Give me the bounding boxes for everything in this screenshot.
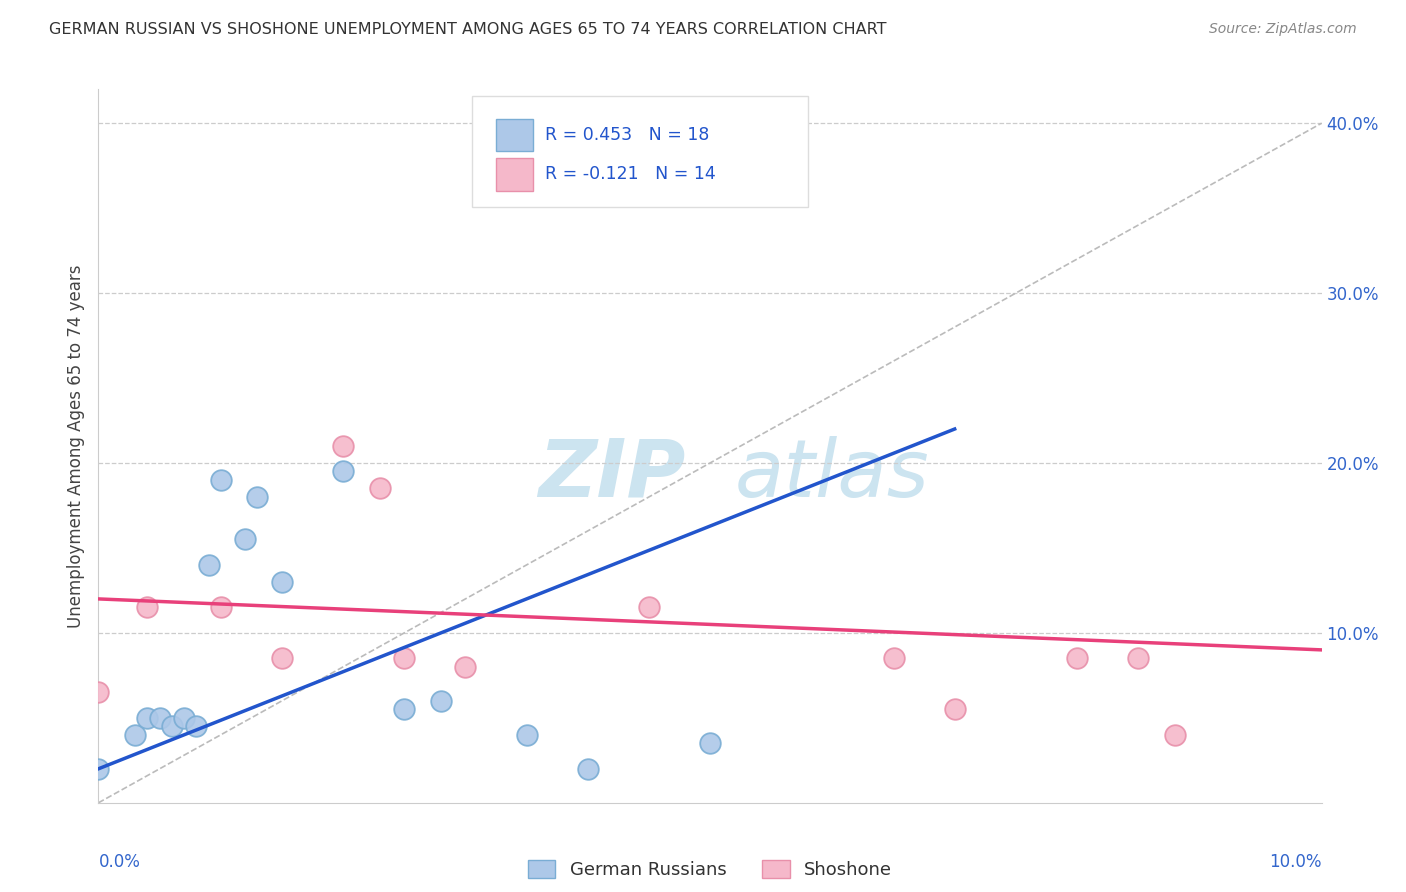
Y-axis label: Unemployment Among Ages 65 to 74 years: Unemployment Among Ages 65 to 74 years bbox=[66, 264, 84, 628]
Point bbox=[136, 711, 159, 725]
Point bbox=[1128, 651, 1150, 665]
Point bbox=[160, 719, 183, 733]
Legend: German Russians, Shoshone: German Russians, Shoshone bbox=[520, 853, 900, 887]
Point bbox=[87, 762, 110, 776]
Text: atlas: atlas bbox=[734, 435, 929, 514]
Point bbox=[332, 465, 354, 479]
Text: 10.0%: 10.0% bbox=[1270, 853, 1322, 871]
FancyBboxPatch shape bbox=[471, 96, 808, 207]
FancyBboxPatch shape bbox=[496, 120, 533, 152]
Point bbox=[430, 694, 453, 708]
Point bbox=[1066, 651, 1088, 665]
Point bbox=[209, 473, 232, 487]
Point bbox=[233, 533, 256, 547]
Point bbox=[699, 736, 721, 750]
Text: R = 0.453   N = 18: R = 0.453 N = 18 bbox=[546, 126, 709, 144]
Point bbox=[270, 651, 292, 665]
Point bbox=[270, 574, 292, 589]
Text: GERMAN RUSSIAN VS SHOSHONE UNEMPLOYMENT AMONG AGES 65 TO 74 YEARS CORRELATION CH: GERMAN RUSSIAN VS SHOSHONE UNEMPLOYMENT … bbox=[49, 22, 887, 37]
Point bbox=[332, 439, 354, 453]
Point bbox=[246, 490, 269, 504]
Text: R = -0.121   N = 14: R = -0.121 N = 14 bbox=[546, 165, 716, 183]
Point bbox=[883, 651, 905, 665]
Point bbox=[454, 660, 477, 674]
Point bbox=[209, 600, 232, 615]
FancyBboxPatch shape bbox=[496, 159, 533, 191]
Point bbox=[87, 685, 110, 699]
Point bbox=[136, 600, 159, 615]
Point bbox=[637, 600, 661, 615]
Text: Source: ZipAtlas.com: Source: ZipAtlas.com bbox=[1209, 22, 1357, 37]
Point bbox=[197, 558, 219, 572]
Text: ZIP: ZIP bbox=[538, 435, 686, 514]
Text: 0.0%: 0.0% bbox=[98, 853, 141, 871]
Point bbox=[576, 762, 599, 776]
Point bbox=[1164, 728, 1187, 742]
Point bbox=[392, 651, 416, 665]
Point bbox=[173, 711, 195, 725]
Point bbox=[124, 728, 146, 742]
Point bbox=[943, 702, 966, 716]
Point bbox=[368, 482, 391, 496]
Point bbox=[392, 702, 416, 716]
Point bbox=[186, 719, 208, 733]
Point bbox=[516, 728, 538, 742]
Point bbox=[149, 711, 172, 725]
